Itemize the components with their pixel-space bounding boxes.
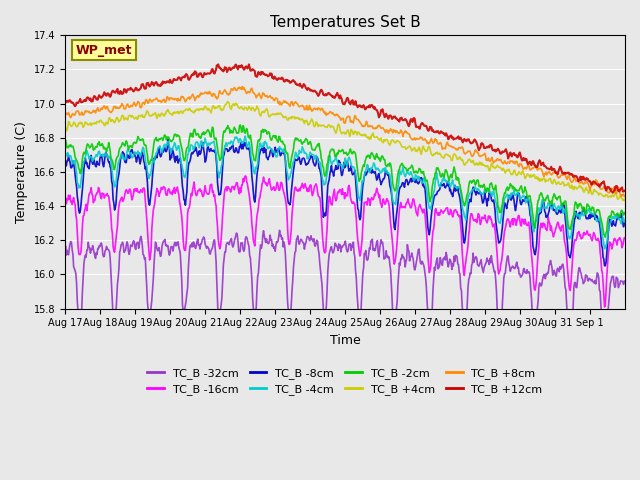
Legend: TC_B -32cm, TC_B -16cm, TC_B -8cm, TC_B -4cm, TC_B -2cm, TC_B +4cm, TC_B +8cm, T: TC_B -32cm, TC_B -16cm, TC_B -8cm, TC_B … (143, 363, 547, 400)
X-axis label: Time: Time (330, 334, 360, 347)
Text: WP_met: WP_met (76, 44, 132, 57)
Y-axis label: Temperature (C): Temperature (C) (15, 121, 28, 223)
Title: Temperatures Set B: Temperatures Set B (269, 15, 420, 30)
